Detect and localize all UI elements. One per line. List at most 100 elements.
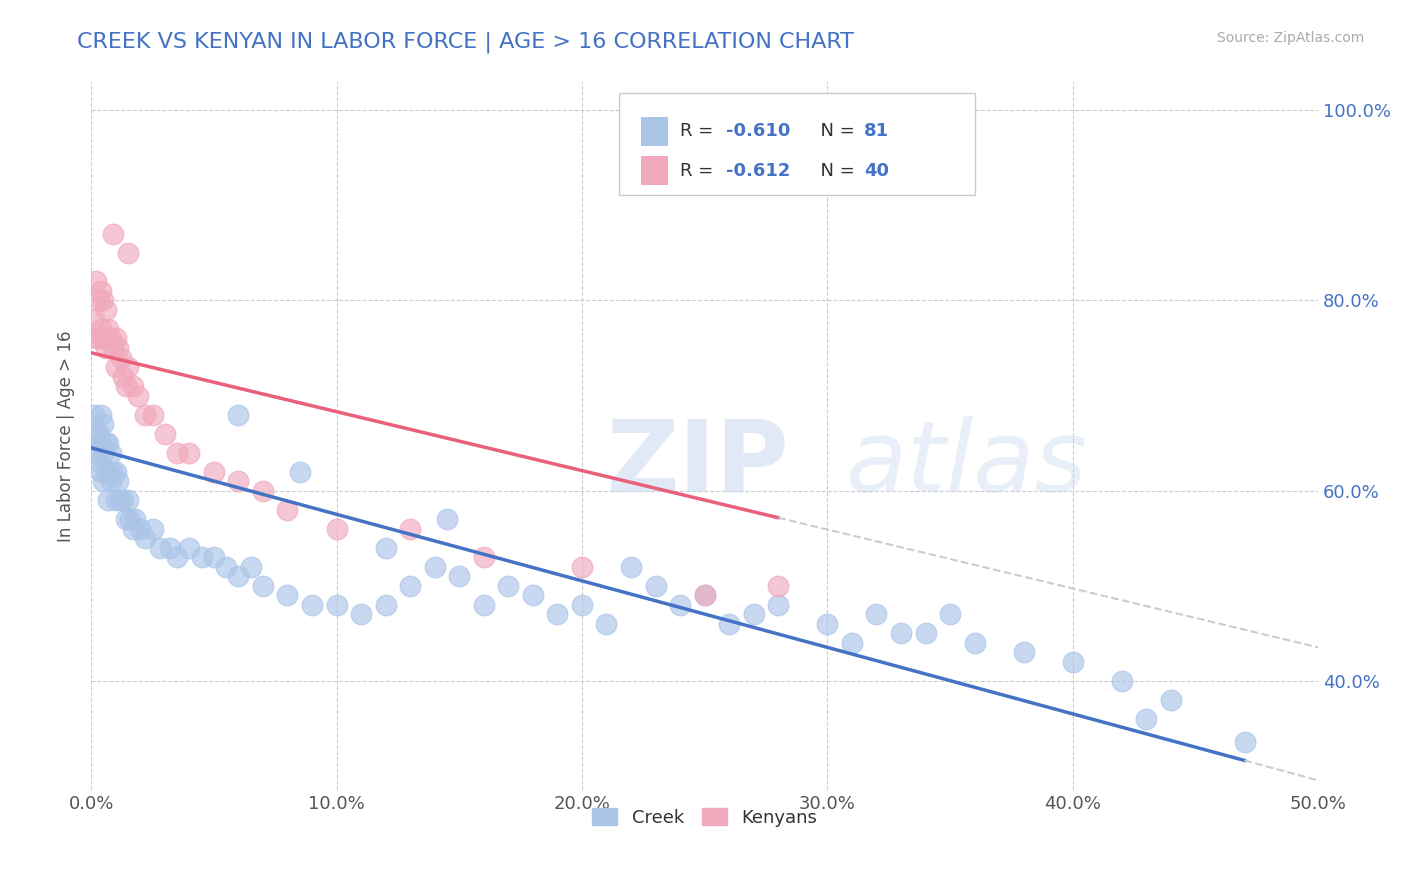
Point — [179, 445, 201, 459]
Point — [693, 588, 716, 602]
Point — [90, 322, 112, 336]
Point — [350, 607, 373, 621]
Text: ZIP: ZIP — [606, 416, 789, 513]
Point — [693, 588, 716, 602]
Point — [94, 303, 117, 318]
Text: R =: R = — [681, 161, 718, 179]
Point — [472, 550, 495, 565]
Text: N =: N = — [808, 122, 860, 140]
Point — [1012, 645, 1035, 659]
Point — [100, 445, 122, 459]
Point — [865, 607, 887, 621]
Point — [228, 408, 250, 422]
Point — [84, 445, 107, 459]
Point — [134, 408, 156, 422]
Point — [571, 598, 593, 612]
Point — [890, 626, 912, 640]
Point — [117, 359, 139, 374]
Point — [768, 578, 790, 592]
Point — [399, 578, 422, 592]
Point — [252, 578, 274, 592]
Point — [84, 331, 107, 345]
Point — [87, 426, 110, 441]
Point — [104, 359, 127, 374]
Point — [815, 616, 838, 631]
Point — [141, 408, 163, 422]
Point — [87, 455, 110, 469]
Point — [399, 522, 422, 536]
Point — [595, 616, 617, 631]
Point — [252, 483, 274, 498]
Point — [374, 598, 396, 612]
Point — [449, 569, 471, 583]
Text: N =: N = — [808, 161, 860, 179]
Text: atlas: atlas — [846, 416, 1087, 513]
Point — [669, 598, 692, 612]
Point — [90, 436, 112, 450]
Point — [94, 436, 117, 450]
Point — [104, 331, 127, 345]
Point — [84, 275, 107, 289]
Point — [110, 351, 132, 365]
Point — [325, 522, 347, 536]
Point — [83, 312, 105, 326]
Point — [1111, 673, 1133, 688]
Point — [166, 550, 188, 565]
Point — [90, 284, 112, 298]
Point — [90, 465, 112, 479]
Point — [93, 445, 115, 459]
Point — [124, 512, 146, 526]
Point — [114, 379, 136, 393]
Point — [114, 512, 136, 526]
Point — [117, 246, 139, 260]
Point — [472, 598, 495, 612]
Text: -0.612: -0.612 — [725, 161, 790, 179]
FancyBboxPatch shape — [641, 156, 668, 185]
Point — [159, 541, 181, 555]
FancyBboxPatch shape — [619, 93, 974, 195]
Point — [288, 465, 311, 479]
Point — [571, 559, 593, 574]
Point — [83, 408, 105, 422]
Point — [914, 626, 936, 640]
Point — [90, 408, 112, 422]
Point — [166, 445, 188, 459]
Point — [107, 474, 129, 488]
Point — [103, 227, 125, 241]
Point — [190, 550, 212, 565]
Point — [276, 588, 298, 602]
Point — [1135, 712, 1157, 726]
Point — [87, 436, 110, 450]
Point — [93, 417, 115, 431]
FancyBboxPatch shape — [641, 117, 668, 145]
Point — [117, 493, 139, 508]
Point — [1062, 655, 1084, 669]
Point — [112, 369, 135, 384]
Point — [374, 541, 396, 555]
Point — [325, 598, 347, 612]
Point — [228, 474, 250, 488]
Point — [112, 493, 135, 508]
Point — [202, 550, 225, 565]
Text: -0.610: -0.610 — [725, 122, 790, 140]
Point — [644, 578, 666, 592]
Point — [153, 426, 176, 441]
Point — [620, 559, 643, 574]
Point — [718, 616, 741, 631]
Point — [141, 522, 163, 536]
Point — [97, 493, 120, 508]
Point — [522, 588, 544, 602]
Point — [228, 569, 250, 583]
Point — [93, 293, 115, 308]
Point — [202, 465, 225, 479]
Point — [963, 635, 986, 649]
Point — [127, 388, 149, 402]
Point — [97, 322, 120, 336]
Point — [93, 331, 115, 345]
Point — [498, 578, 520, 592]
Point — [94, 341, 117, 355]
Point — [742, 607, 765, 621]
Point — [129, 522, 152, 536]
Point — [122, 379, 145, 393]
Point — [87, 293, 110, 308]
